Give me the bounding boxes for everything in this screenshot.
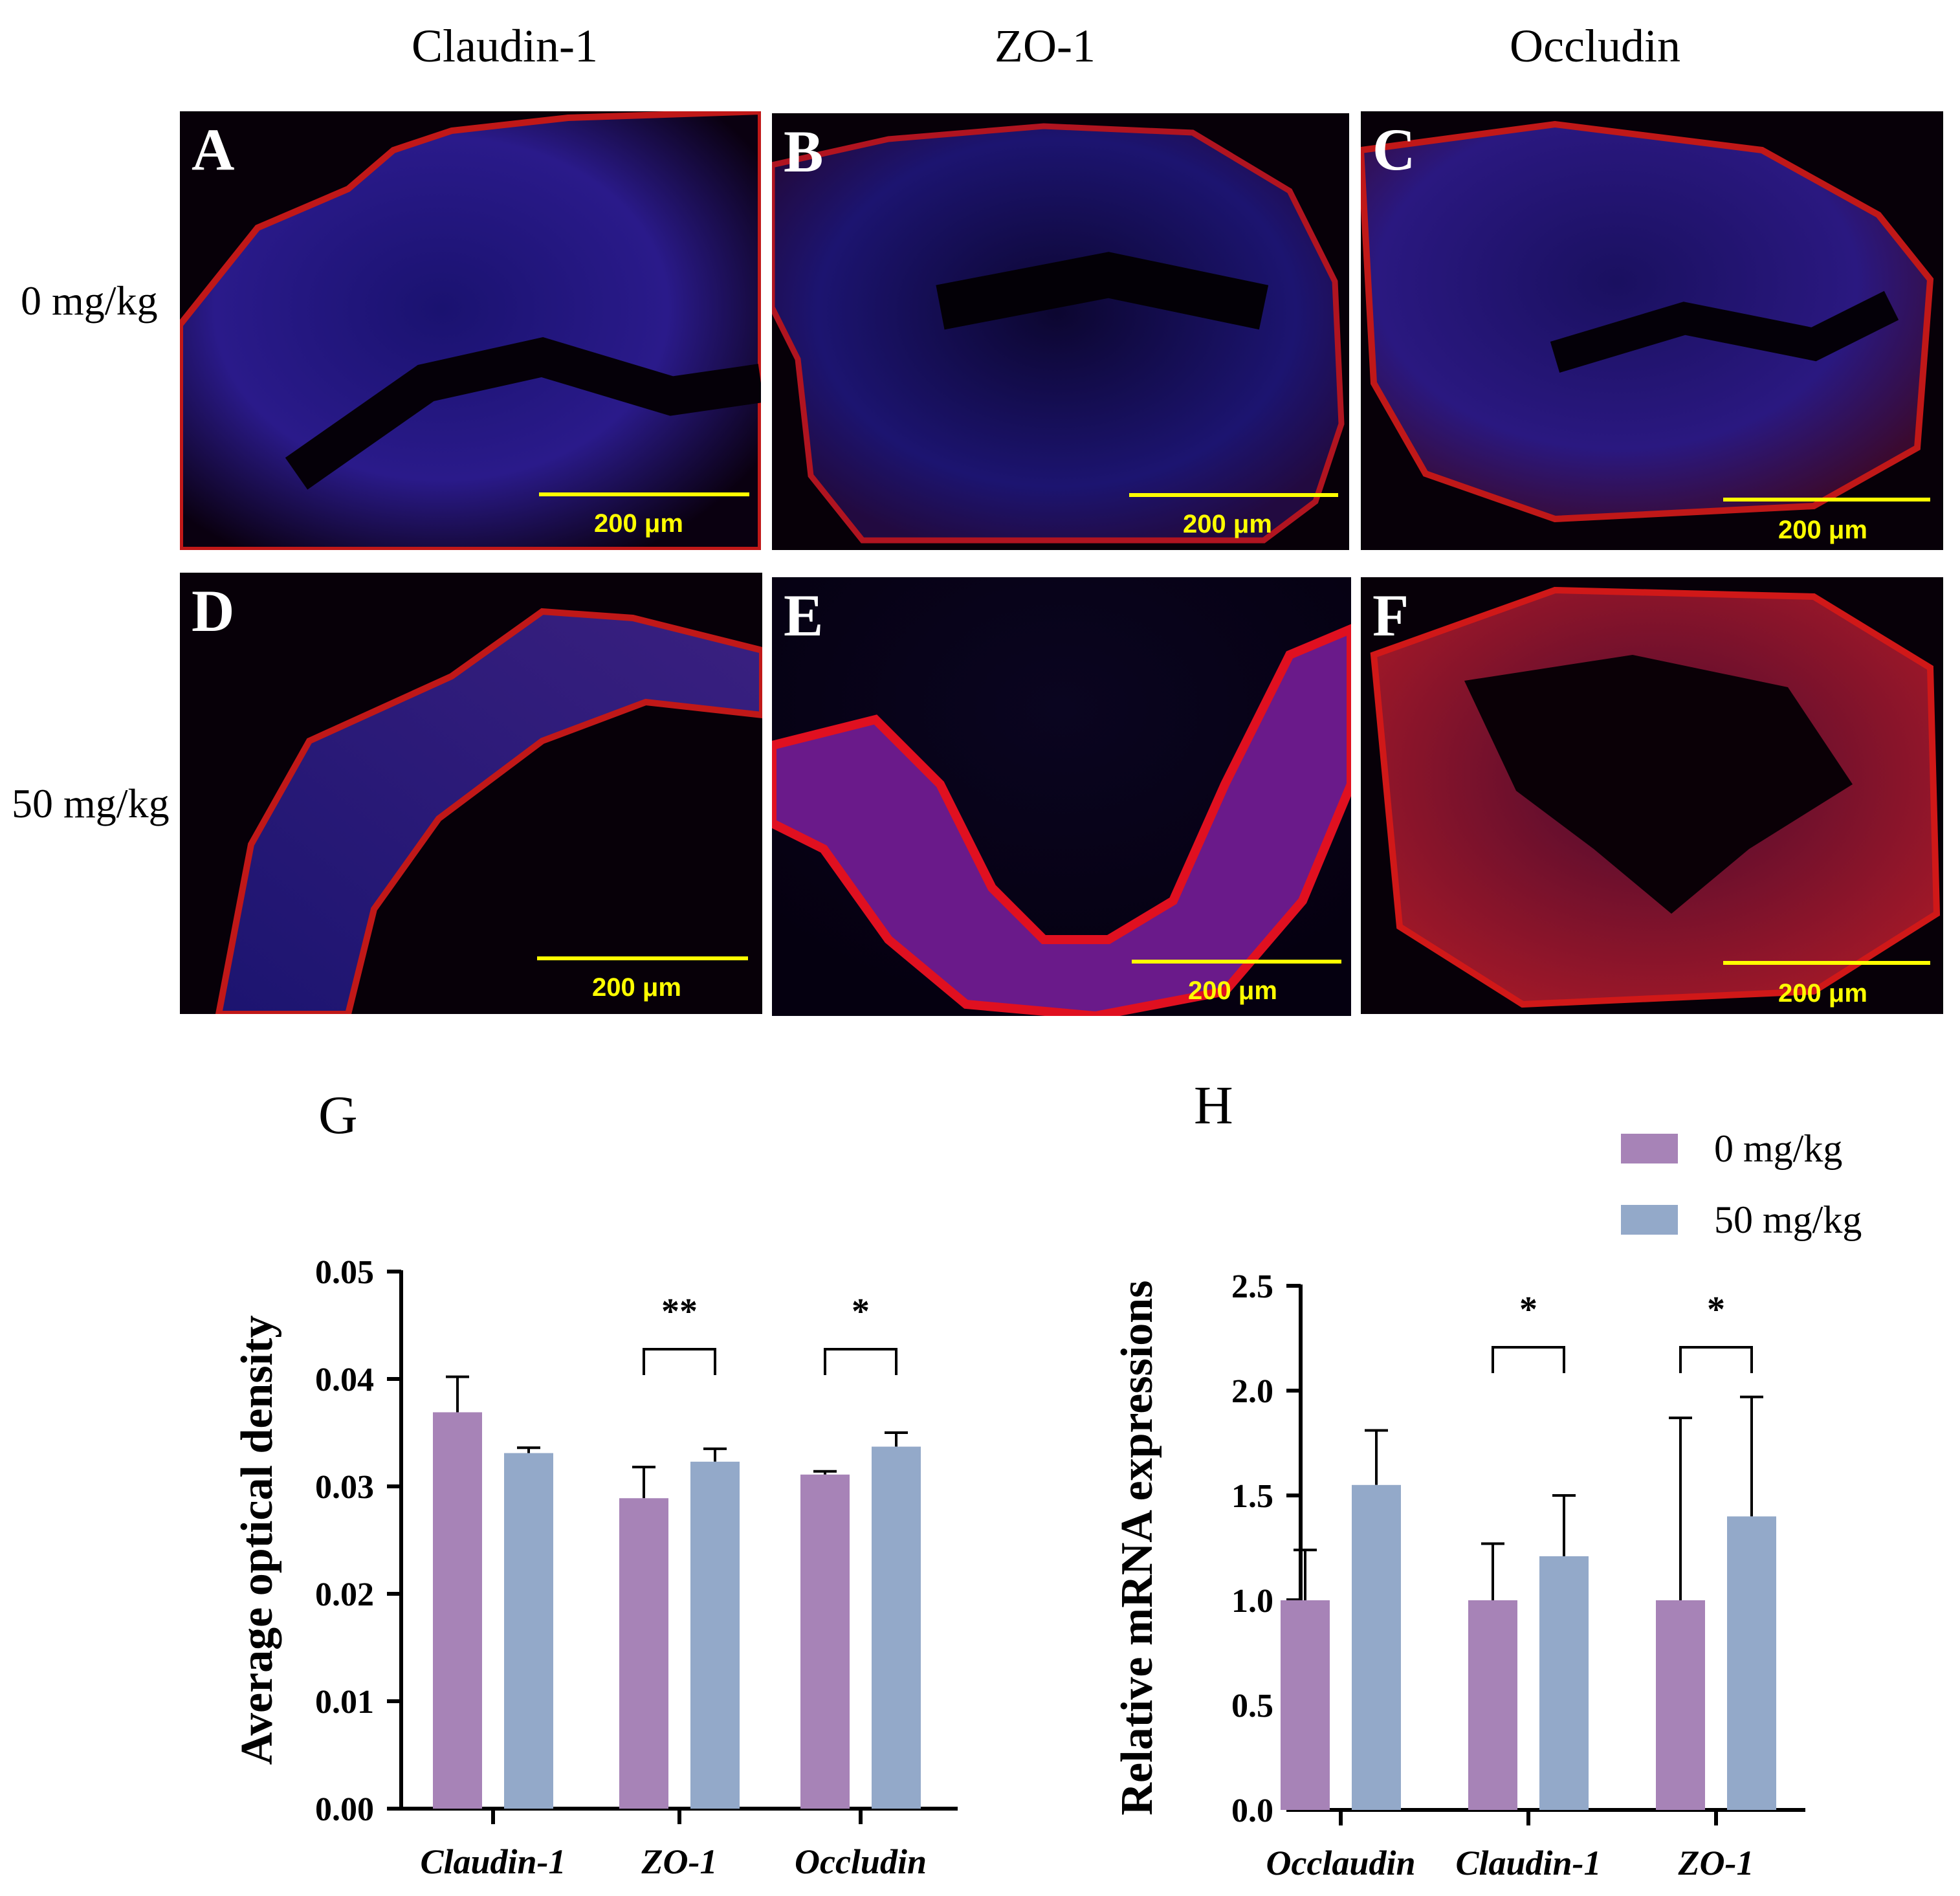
bar-0-mg-kg [800, 1474, 850, 1809]
y-tick-label: 2.0 [1231, 1373, 1273, 1410]
y-tick-label: 2.5 [1231, 1268, 1273, 1305]
row-title-50-mg-kg: 50 mg/kg [12, 780, 170, 826]
y-tick-label: 0.01 [315, 1684, 374, 1721]
y-tick-label: 0.5 [1231, 1688, 1273, 1725]
bar-0-mg-kg [1281, 1600, 1330, 1810]
micrograph-panel-c: 200 μm C [1361, 111, 1943, 550]
bar-0-mg-kg [433, 1412, 482, 1809]
scale-label: 200 μm [592, 973, 681, 1002]
legend-swatch-0-mg-kg [1621, 1134, 1678, 1163]
chart-letter-h: H [1194, 1075, 1233, 1136]
scale-label: 200 μm [1188, 976, 1277, 1005]
micrograph-panel-e: 200 μm E [772, 577, 1351, 1016]
y-tick-label: 0.0 [1231, 1792, 1273, 1829]
y-tick-label: 0.03 [315, 1469, 374, 1506]
panel-letter-c: C [1372, 116, 1416, 182]
scale-label: 200 μm [1778, 516, 1867, 544]
significance-bracket [1492, 1346, 1565, 1373]
column-title-occludin: Occludin [1510, 20, 1680, 72]
bar-0-mg-kg [1468, 1600, 1517, 1810]
legend-item-50-mg-kg: 50 mg/kg [1621, 1184, 1862, 1255]
significance-bracket [824, 1348, 897, 1375]
bar-50-mg-kg [690, 1461, 740, 1809]
legend-item-0-mg-kg: 0 mg/kg [1621, 1113, 1862, 1184]
panel-letter-b: B [784, 118, 824, 184]
legend-label-0-mg-kg: 0 mg/kg [1714, 1127, 1843, 1170]
category-label: ZO-1 [641, 1842, 718, 1881]
micrograph-panel-f: 200 μm F [1361, 577, 1943, 1014]
micrograph-image: 200 μm [772, 577, 1351, 1016]
y-tick-label: 1.5 [1231, 1478, 1273, 1515]
chart-letter-g: G [318, 1085, 358, 1145]
micrograph-image: 200 μm [215, 608, 762, 1014]
scale-label: 200 μm [1183, 510, 1272, 538]
bar-0-mg-kg [619, 1498, 668, 1809]
y-tick-label: 0.00 [315, 1791, 374, 1828]
bar-50-mg-kg [1727, 1516, 1776, 1810]
bar-0-mg-kg [1656, 1600, 1705, 1810]
bar-50-mg-kg [872, 1446, 921, 1809]
significance-marker: * [852, 1292, 870, 1332]
scale-label: 200 μm [1778, 979, 1867, 1008]
y-tick-label: 1.0 [1231, 1583, 1273, 1620]
significance-marker: * [1519, 1290, 1537, 1330]
y-axis-title: Average optical density [232, 1316, 282, 1765]
panel-letter-d: D [192, 578, 235, 644]
category-label: Occludin [795, 1842, 927, 1881]
panel-letter-f: F [1372, 582, 1409, 648]
bar-50-mg-kg [1352, 1484, 1401, 1810]
category-label: Occlaudin [1266, 1844, 1415, 1882]
significance-bracket [1679, 1346, 1753, 1373]
micrograph-image: 200 μm [772, 123, 1345, 544]
y-tick-label: 0.04 [315, 1361, 374, 1398]
y-axis-title: Relative mRNA expressions [1112, 1281, 1162, 1816]
micrograph-panel-a: 200 μm A [180, 111, 761, 550]
category-label: Claudin-1 [420, 1842, 566, 1881]
legend-label-50-mg-kg: 50 mg/kg [1714, 1198, 1862, 1241]
micrograph-panel-b: 200 μm B [772, 113, 1349, 550]
panel-letter-a: A [192, 116, 235, 182]
scale-label: 200 μm [594, 509, 683, 538]
micrograph-image: 200 μm [1370, 586, 1941, 1008]
significance-bracket [643, 1348, 716, 1375]
legend-swatch-50-mg-kg [1621, 1205, 1678, 1235]
panel-letter-e: E [784, 582, 824, 648]
y-tick-label: 0.02 [315, 1576, 374, 1613]
significance-marker: ** [661, 1292, 698, 1332]
micrograph-image: 200 μm [180, 111, 761, 550]
y-tick-label: 0.05 [315, 1254, 374, 1291]
significance-marker: * [1707, 1290, 1725, 1330]
micrograph-panel-d: 200 μm D [180, 573, 762, 1014]
category-label: Claudin-1 [1455, 1844, 1601, 1882]
column-title-zo-1: ZO-1 [995, 20, 1096, 72]
bar-50-mg-kg [1539, 1556, 1589, 1810]
micrograph-image: 200 μm [1361, 120, 1934, 544]
bar-50-mg-kg [504, 1453, 553, 1809]
legend: 0 mg/kg 50 mg/kg [1621, 1113, 1862, 1255]
category-label: ZO-1 [1678, 1844, 1754, 1882]
row-title-0-mg-kg: 0 mg/kg [21, 278, 158, 324]
column-title-claudin-1: Claudin-1 [412, 20, 598, 72]
